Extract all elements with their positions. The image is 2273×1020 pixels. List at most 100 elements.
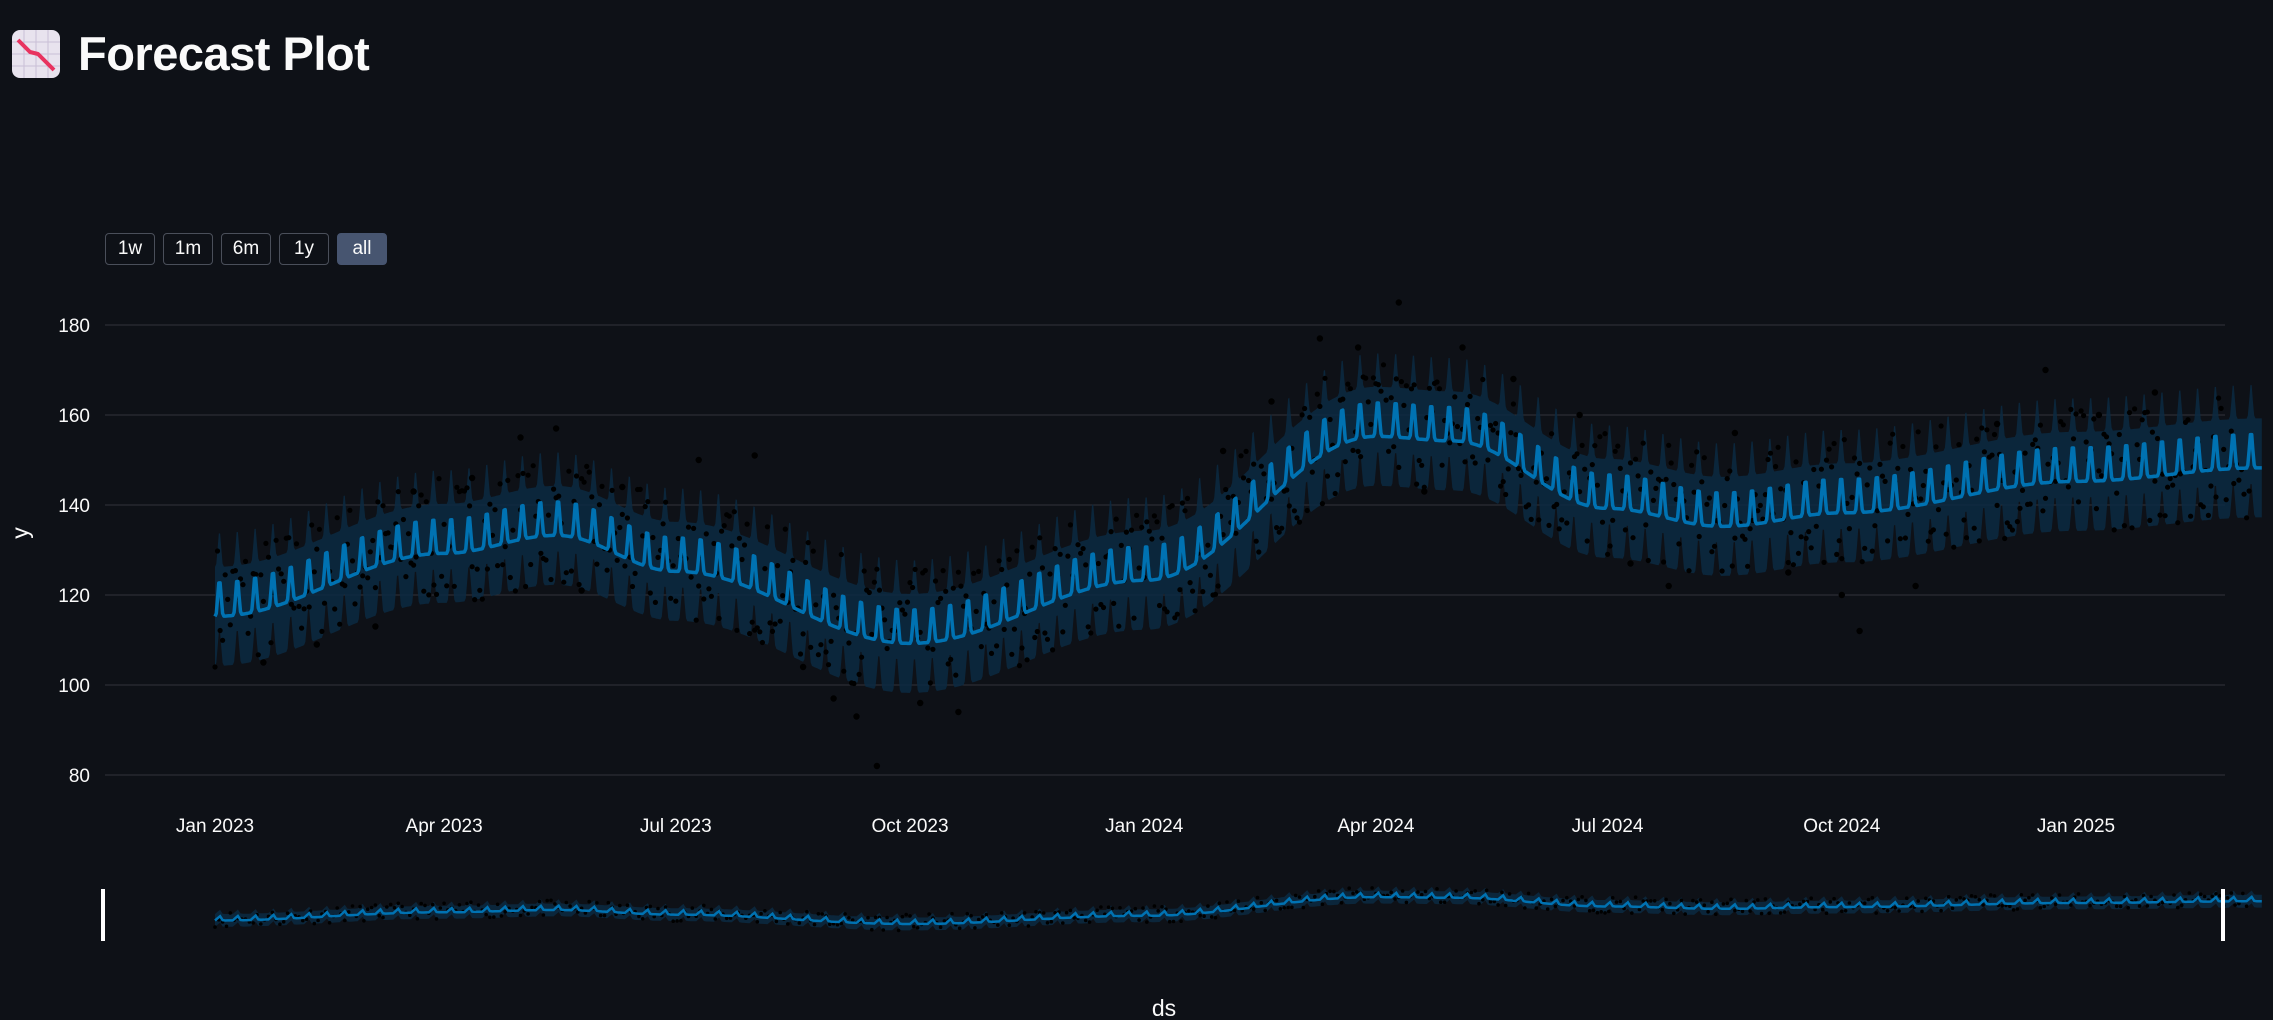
actual-point <box>780 593 786 599</box>
slider-actual-point <box>549 898 553 903</box>
actual-point <box>729 543 735 549</box>
actual-point <box>349 558 356 564</box>
actual-point <box>548 576 554 583</box>
slider-actual-point <box>362 919 366 923</box>
actual-point <box>1345 381 1351 387</box>
actual-point <box>441 521 447 527</box>
slider-actual-point <box>1954 898 1959 902</box>
actual-point <box>2154 435 2161 442</box>
actual-point <box>1368 421 1374 427</box>
range-button-6m[interactable]: 6m <box>221 233 271 265</box>
slider-actual-point <box>503 910 508 914</box>
actual-point <box>655 554 661 561</box>
actual-point <box>1454 423 1460 430</box>
actual-point <box>955 569 962 575</box>
actual-point <box>403 574 409 580</box>
slider-actual-point <box>1072 916 1076 920</box>
slider-actual-point <box>1534 906 1539 910</box>
actual-point <box>507 574 513 581</box>
slider-actual-point <box>1255 895 1260 900</box>
slider-actual-point <box>942 919 947 923</box>
actual-point <box>1347 386 1353 392</box>
x-tick-label: Oct 2024 <box>1803 816 1881 837</box>
actual-point <box>1037 535 1043 541</box>
slider-actual-point <box>1133 906 1138 911</box>
actual-point <box>803 559 809 566</box>
actual-point <box>861 568 867 574</box>
actual-point <box>988 650 995 657</box>
slider-actual-point <box>1832 896 1836 901</box>
actual-point <box>299 625 305 631</box>
actual-point <box>1793 459 1799 465</box>
actual-point <box>309 522 315 528</box>
slider-actual-point <box>316 918 320 923</box>
actual-point <box>2241 491 2247 497</box>
actual-point <box>454 484 460 490</box>
actual-point <box>1719 568 1725 574</box>
actual-point <box>1912 582 1919 590</box>
actual-point <box>609 487 615 493</box>
slider-handle-right[interactable] <box>2221 889 2225 941</box>
actual-point <box>2111 527 2117 533</box>
actual-point <box>2175 520 2181 526</box>
actual-point <box>311 569 317 575</box>
slider-actual-point <box>1167 919 1172 924</box>
slider-actual-point <box>1630 911 1634 915</box>
actual-point <box>1984 427 1990 433</box>
actual-point <box>1251 461 1257 467</box>
actual-point <box>1951 544 1957 550</box>
range-button-all[interactable]: all <box>337 233 387 265</box>
slider-actual-point <box>1217 901 1222 905</box>
slider-actual-point <box>1545 907 1550 911</box>
actual-point <box>2228 428 2234 434</box>
actual-point <box>1757 502 1763 508</box>
actual-point <box>1582 466 1588 472</box>
actual-point <box>1164 609 1170 615</box>
actual-point <box>1279 525 1285 531</box>
slider-actual-point <box>1591 908 1596 912</box>
actual-point <box>1284 487 1290 493</box>
actual-point <box>433 591 440 598</box>
y-tick-label-100: 100 <box>58 676 90 697</box>
actual-point <box>1930 527 1936 533</box>
slider-actual-point <box>1733 908 1737 913</box>
actual-point <box>797 651 804 657</box>
actual-point <box>1134 512 1140 518</box>
slider-actual-point <box>2137 904 2142 908</box>
slider-actual-point <box>709 907 714 912</box>
range-button-1y[interactable]: 1y <box>279 233 329 265</box>
actual-point <box>799 663 807 671</box>
actual-point <box>1401 402 1407 408</box>
actual-point <box>411 562 417 568</box>
actual-point <box>2149 429 2155 435</box>
slider-actual-point <box>816 912 821 916</box>
actual-point <box>1309 469 1315 475</box>
actual-point <box>2081 413 2087 419</box>
actual-point <box>1605 551 1611 557</box>
actual-point <box>1340 396 1346 402</box>
y-tick-label-140: 140 <box>58 496 90 517</box>
slider-actual-point <box>2038 905 2043 910</box>
actual-point <box>380 503 386 509</box>
actual-point <box>2004 520 2010 526</box>
slider-actual-point <box>2202 894 2207 899</box>
actual-point <box>1709 549 1715 555</box>
slider-handle-left[interactable] <box>101 889 105 941</box>
range-button-1w[interactable]: 1w <box>105 233 155 265</box>
slider-actual-point <box>1672 911 1676 916</box>
slider-actual-point <box>1820 907 1825 912</box>
actual-point <box>1380 362 1387 368</box>
actual-point <box>1694 449 1700 455</box>
slider-actual-point <box>1801 899 1806 904</box>
slider-actual-point <box>965 911 970 916</box>
actual-point <box>469 564 475 570</box>
range-slider[interactable] <box>101 886 2262 941</box>
actual-point <box>716 615 722 622</box>
y-tick-label-180: 180 <box>58 316 90 337</box>
slider-actual-point <box>430 902 435 907</box>
slider-actual-point <box>381 915 385 920</box>
actual-point <box>1146 528 1152 534</box>
actual-point <box>2165 484 2171 490</box>
range-button-1m[interactable]: 1m <box>163 233 213 265</box>
slider-actual-point <box>690 906 695 910</box>
